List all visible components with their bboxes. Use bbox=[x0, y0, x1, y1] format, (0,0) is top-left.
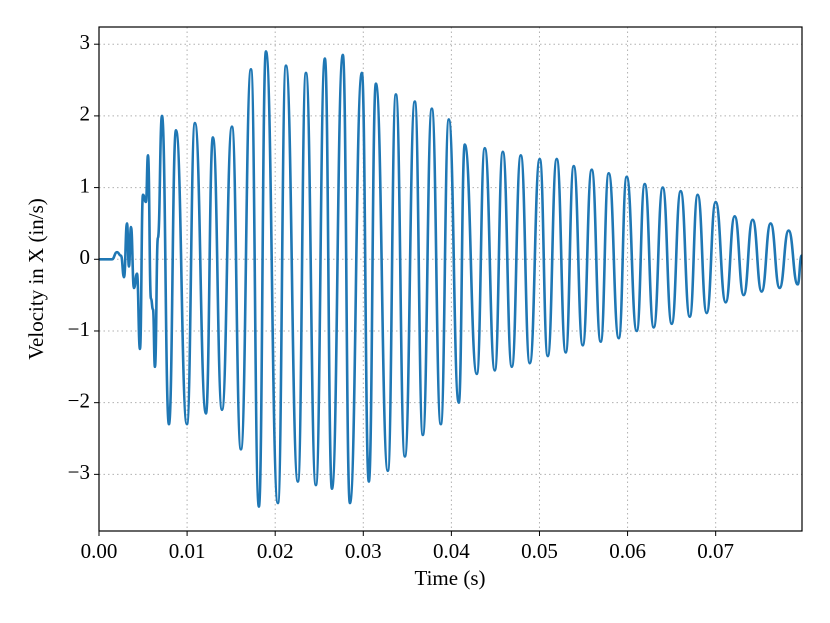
y-tick-label: −2 bbox=[68, 388, 90, 412]
y-tick-label: −1 bbox=[68, 317, 90, 341]
y-tick-label: −3 bbox=[68, 460, 90, 484]
x-tick-label: 0.03 bbox=[345, 539, 382, 563]
x-tick-label: 0.04 bbox=[433, 539, 470, 563]
x-tick-label: 0.01 bbox=[169, 539, 206, 563]
y-tick-label: 1 bbox=[80, 173, 91, 197]
x-tick-label: 0.02 bbox=[257, 539, 294, 563]
y-axis-label: Velocity in X (in/s) bbox=[24, 198, 48, 360]
data-line bbox=[99, 50, 802, 508]
x-tick-label: 0.00 bbox=[81, 539, 118, 563]
axes-frame bbox=[98, 26, 803, 532]
x-tick-label: 0.06 bbox=[609, 539, 646, 563]
y-tick-label: 3 bbox=[80, 30, 91, 54]
x-axis-label: Time (s) bbox=[415, 566, 486, 590]
plot-area bbox=[99, 50, 802, 508]
y-tick-label: 0 bbox=[80, 245, 91, 269]
y-tick-label: 2 bbox=[80, 102, 91, 126]
x-tick-label: 0.07 bbox=[697, 539, 734, 563]
x-tick-label: 0.05 bbox=[521, 539, 558, 563]
